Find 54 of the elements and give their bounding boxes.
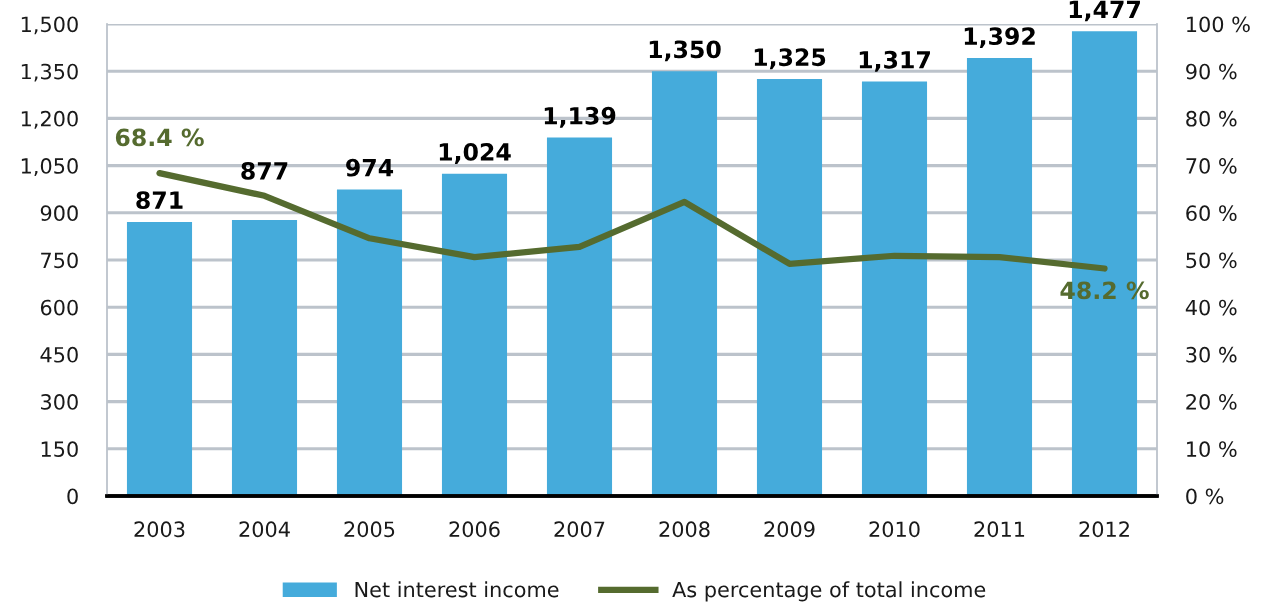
data-label: 974	[346, 158, 394, 177]
y2-tick-label: 50 %	[1186, 252, 1237, 269]
data-label: 1,139	[544, 106, 616, 128]
x-tick-label: 2012	[1079, 521, 1129, 538]
y-tick-label: 1,200	[21, 110, 78, 129]
y-tick-label: 300	[41, 394, 78, 410]
data-label: 1,350	[649, 40, 721, 62]
x-tick-label: 2008	[659, 521, 710, 538]
x-tick-label: 2005	[344, 521, 395, 538]
bar	[441, 173, 508, 496]
data-label: 1,317	[859, 50, 930, 72]
y2-tick-label: 40 %	[1185, 299, 1237, 316]
legend-label: Net interest income	[355, 581, 559, 598]
y2-tick-label: 80 %	[1186, 110, 1237, 127]
data-label: 1,325	[754, 48, 826, 70]
data-label: 1,024	[439, 143, 511, 164]
bar	[231, 220, 298, 496]
bar	[336, 189, 403, 496]
x-tick-label: 2011	[974, 521, 1025, 538]
y2-tick-label: 70 %	[1186, 158, 1237, 174]
data-label: 68.4 %	[115, 128, 204, 147]
y-tick-label: 750	[41, 252, 78, 269]
bar	[546, 137, 613, 496]
bar	[651, 71, 718, 496]
y2-tick-label: 10 %	[1187, 441, 1237, 458]
data-label: 871	[136, 191, 183, 210]
y2-tick-label: 0 %	[1186, 488, 1224, 505]
y-tick-label: 600	[40, 299, 78, 316]
y-tick-label: 1,050	[21, 158, 78, 176]
y2-tick-label: 90 %	[1186, 63, 1237, 80]
y-tick-label: 1,350	[21, 63, 78, 82]
bar	[756, 79, 823, 496]
y-tick-label: 150	[41, 441, 78, 458]
data-label: 1,392	[964, 27, 1035, 49]
y-tick-label: 0	[67, 488, 78, 505]
x-tick-label: 2004	[239, 521, 290, 538]
y-tick-label: 450	[40, 346, 78, 363]
x-tick-label: 2009	[764, 521, 815, 538]
y2-tick-label: 30 %	[1186, 346, 1237, 363]
x-tick-label: 2010	[869, 521, 920, 538]
x-tick-label: 2003	[134, 521, 185, 538]
bar	[861, 81, 928, 496]
data-label: 1,477	[1069, 0, 1140, 22]
bar	[966, 57, 1033, 496]
x-tick-label: 2007	[554, 521, 605, 538]
y2-tick-label: 20 %	[1186, 394, 1237, 410]
y-tick-label: 1,500	[21, 16, 78, 35]
y2-tick-label: 60 %	[1186, 205, 1237, 222]
x-tick-label: 2006	[449, 521, 500, 538]
bar	[126, 221, 193, 496]
y-tick-label: 900	[40, 205, 78, 222]
data-label: 877	[241, 161, 288, 180]
y2-tick-label: 100 %	[1187, 16, 1250, 33]
legend-label: As percentage of total income	[672, 581, 986, 602]
